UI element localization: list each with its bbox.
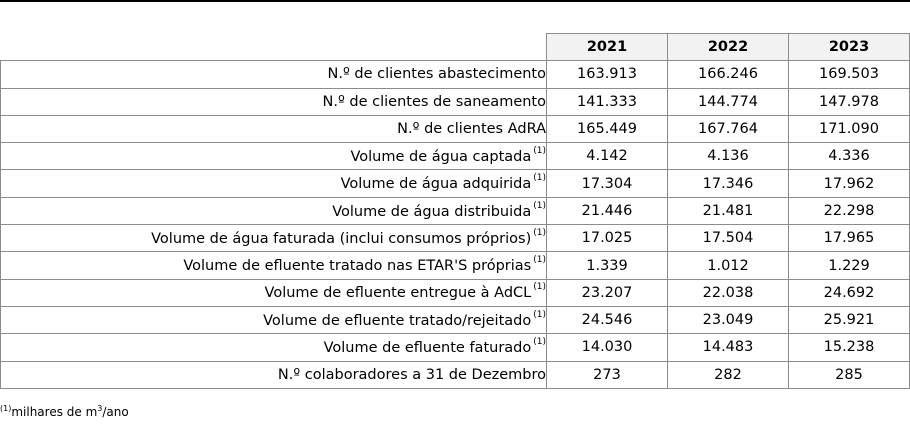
row-label: Volume de água faturada (inclui consumos…	[151, 230, 532, 247]
value-cell-2022: 21.481	[667, 196, 789, 226]
table-row: Volume de efluente tratado/rejeitado (1) 2…	[0, 305, 910, 335]
row-label: Volume de água captada	[350, 148, 532, 165]
row-label-cell: N.º de clientes abastecimento	[0, 60, 547, 89]
table-row: Volume de água faturada (inclui consumos…	[0, 224, 910, 253]
top-rule	[0, 0, 910, 2]
header-row: 2021 2022 2023	[0, 32, 910, 62]
row-label: N.º de clientes abastecimento	[327, 66, 546, 83]
value-cell-2023: 169.503	[788, 60, 910, 89]
year-header: 2022	[667, 32, 789, 62]
footnote-ref: (1)	[533, 255, 546, 266]
footnote-ref: (1)	[533, 173, 546, 184]
value-cell-2021: 17.025	[546, 224, 668, 253]
value-cell-2023: 24.692	[788, 278, 910, 307]
value-cell-2021: 165.449	[546, 114, 668, 144]
footnote-text-after: /ano	[102, 405, 129, 419]
footnote-ref: (1)	[533, 227, 546, 238]
row-label-cell: N.º colaboradores a 31 de Dezembro	[0, 360, 547, 389]
footnote-ref: (1)	[533, 309, 546, 320]
header-blank-cell	[0, 33, 547, 62]
value-cell-2023: 147.978	[788, 87, 910, 116]
table-row: Volume de efluente tratado nas ETAR'S pr…	[0, 251, 910, 280]
value-cell-2023: 4.336	[788, 142, 910, 171]
value-cell-2022: 144.774	[667, 87, 789, 116]
value-cell-2023: 15.238	[788, 333, 910, 362]
value-cell-2022: 167.764	[667, 114, 789, 144]
footnote: (1)milhares de m3/ano	[0, 404, 129, 419]
table-row: N.º de clientes AdRA 165.449 167.764 171.09…	[0, 114, 910, 144]
row-label-cell: N.º de clientes AdRA	[0, 114, 547, 144]
row-label-cell: Volume de efluente entregue à AdCL (1)	[0, 278, 547, 307]
value-cell-2023: 22.298	[788, 196, 910, 226]
row-label-cell: Volume de efluente faturado (1)	[0, 333, 547, 362]
value-cell-2022: 1.012	[667, 251, 789, 280]
value-cell-2023: 171.090	[788, 114, 910, 144]
row-label: Volume de efluente faturado	[323, 339, 532, 356]
table-row: Volume de água distribuida (1) 21.446 21.48…	[0, 196, 910, 226]
value-cell-2022: 282	[667, 360, 789, 389]
row-label-cell: N.º de clientes de saneamento	[0, 87, 547, 116]
table-row: Volume de efluente faturado (1) 14.030 14.4…	[0, 333, 910, 362]
footnote-marker: (1)	[0, 404, 12, 413]
footnote-superscript: 3	[97, 404, 103, 413]
row-label-cell: Volume de água adquirida (1)	[0, 169, 547, 198]
row-label: Volume de água distribuida	[332, 203, 532, 220]
row-label-cell: Volume de efluente tratado/rejeitado (1)	[0, 305, 547, 335]
table-row: N.º de clientes abastecimento 163.913 166.…	[0, 60, 910, 89]
footnote-ref: (1)	[533, 145, 546, 156]
value-cell-2021: 163.913	[546, 60, 668, 89]
table-row: Volume de água adquirida (1) 17.304 17.346 1…	[0, 169, 910, 198]
statistics-table: 2021 2022 2023 N.º de clientes abastecim…	[0, 32, 910, 389]
row-label-cell: Volume de água distribuida (1)	[0, 196, 547, 226]
value-cell-2021: 21.446	[546, 196, 668, 226]
value-cell-2022: 4.136	[667, 142, 789, 171]
value-cell-2022: 17.504	[667, 224, 789, 253]
value-cell-2021: 4.142	[546, 142, 668, 171]
value-cell-2023: 1.229	[788, 251, 910, 280]
value-cell-2021: 24.546	[546, 305, 668, 335]
value-cell-2021: 14.030	[546, 333, 668, 362]
row-label: N.º de clientes AdRA	[397, 121, 546, 138]
table-row: Volume de água captada (1) 4.142 4.136 4.336	[0, 142, 910, 171]
year-header: 2023	[788, 32, 910, 62]
table-row: Volume de efluente entregue à AdCL (1) 23.…	[0, 278, 910, 307]
footnote-ref: (1)	[533, 282, 546, 293]
row-label: N.º colaboradores a 31 de Dezembro	[277, 366, 546, 383]
row-label: Volume de efluente tratado nas ETAR'S pr…	[183, 257, 532, 274]
footnote-text-before: milhares de m	[11, 405, 98, 419]
row-label: Volume de efluente tratado/rejeitado	[263, 312, 532, 329]
value-cell-2023: 17.962	[788, 169, 910, 198]
value-cell-2022: 14.483	[667, 333, 789, 362]
row-label-cell: Volume de efluente tratado nas ETAR'S pr…	[0, 251, 547, 280]
value-cell-2022: 22.038	[667, 278, 789, 307]
value-cell-2021: 1.339	[546, 251, 668, 280]
value-cell-2021: 17.304	[546, 169, 668, 198]
table-row: N.º de clientes de saneamento 141.333 144.…	[0, 87, 910, 116]
value-cell-2023: 17.965	[788, 224, 910, 253]
value-cell-2021: 141.333	[546, 87, 668, 116]
value-cell-2022: 17.346	[667, 169, 789, 198]
value-cell-2023: 285	[788, 360, 910, 389]
value-cell-2023: 25.921	[788, 305, 910, 335]
year-header: 2021	[546, 32, 668, 62]
row-label-cell: Volume de água captada (1)	[0, 142, 547, 171]
row-label: Volume de efluente entregue à AdCL	[264, 285, 532, 302]
row-label-cell: Volume de água faturada (inclui consumos…	[0, 224, 547, 253]
footnote-ref: (1)	[533, 200, 546, 211]
row-label: Volume de água adquirida	[340, 176, 532, 193]
table-row: N.º colaboradores a 31 de Dezembro 273 282…	[0, 360, 910, 389]
footnote-ref: (1)	[533, 337, 546, 347]
row-label: N.º de clientes de saneamento	[322, 93, 546, 110]
value-cell-2021: 273	[546, 360, 668, 389]
value-cell-2021: 23.207	[546, 278, 668, 307]
value-cell-2022: 166.246	[667, 60, 789, 89]
value-cell-2022: 23.049	[667, 305, 789, 335]
